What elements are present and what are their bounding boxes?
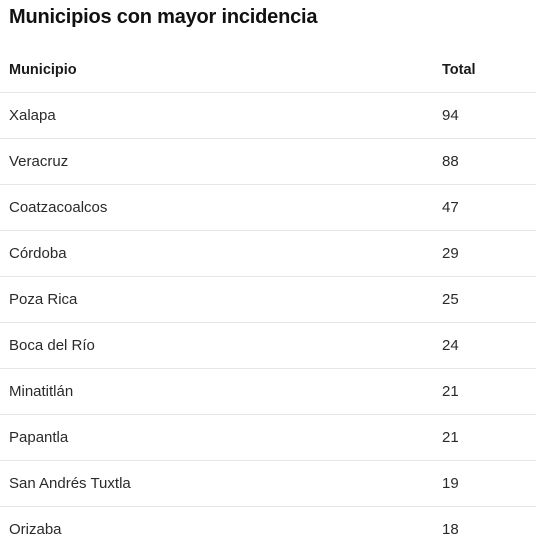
table-row: Orizaba 18 <box>0 507 536 551</box>
table-header-row: Municipio Total <box>0 47 536 93</box>
table-row: Xalapa 94 <box>0 93 536 139</box>
total-cell: 94 <box>442 106 459 124</box>
municipio-cell: Orizaba <box>9 521 62 538</box>
total-cell: 21 <box>442 428 459 446</box>
table-row: Coatzacoalcos 47 <box>0 185 536 231</box>
total-cell: 18 <box>442 521 459 538</box>
municipio-cell: San Andrés Tuxtla <box>9 474 131 492</box>
municipio-cell: Xalapa <box>9 106 56 124</box>
municipio-cell: Poza Rica <box>9 290 78 308</box>
municipio-cell: Córdoba <box>9 244 67 262</box>
table-title: Municipios con mayor incidencia <box>9 6 318 28</box>
total-cell: 21 <box>442 382 459 400</box>
total-cell: 29 <box>442 244 459 262</box>
municipio-cell: Coatzacoalcos <box>9 198 108 216</box>
total-cell: 47 <box>442 198 459 216</box>
total-cell: 19 <box>442 474 459 492</box>
table-row: Boca del Río 24 <box>0 323 536 369</box>
total-cell: 25 <box>442 290 459 308</box>
table-row: Veracruz 88 <box>0 139 536 185</box>
table-row: Minatitlán 21 <box>0 369 536 415</box>
municipio-cell: Boca del Río <box>9 336 95 354</box>
total-cell: 24 <box>442 336 459 354</box>
column-header-total: Total <box>442 61 476 78</box>
municipio-cell: Papantla <box>9 428 69 446</box>
table-row: San Andrés Tuxtla 19 <box>0 461 536 507</box>
column-header-municipio: Municipio <box>9 61 77 78</box>
incidence-table: Municipio Total Xalapa 94 Veracruz 88 Co… <box>0 47 536 551</box>
table-row: Córdoba 29 <box>0 231 536 277</box>
municipio-cell: Veracruz <box>9 152 69 170</box>
table-row: Papantla 21 <box>0 415 536 461</box>
municipio-cell: Minatitlán <box>9 382 74 400</box>
table-row: Poza Rica 25 <box>0 277 536 323</box>
total-cell: 88 <box>442 152 459 170</box>
